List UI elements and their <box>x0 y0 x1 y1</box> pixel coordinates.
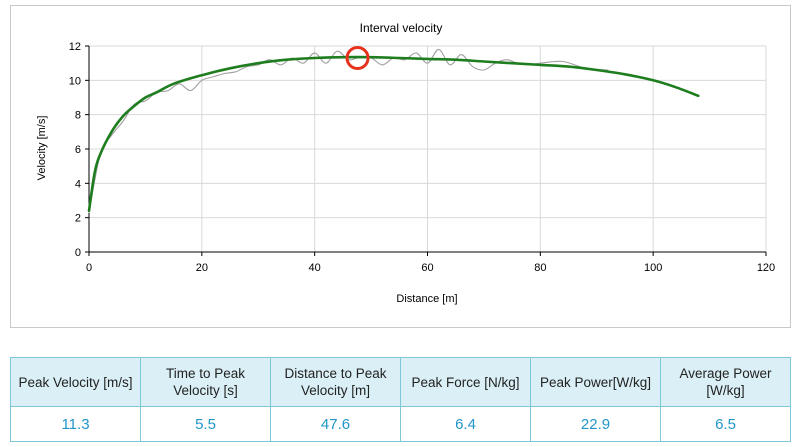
y-axis-label: Velocity [m/s] <box>36 116 48 181</box>
value-peak-power: 22.9 <box>530 406 661 442</box>
peak-velocity-marker <box>345 46 370 71</box>
metrics-value-row: 11.3 5.5 47.6 6.4 22.9 6.5 <box>10 406 791 442</box>
x-tick-label: 60 <box>421 262 433 274</box>
x-tick-label: 20 <box>196 262 208 274</box>
y-tick-label: 12 <box>69 41 81 53</box>
x-tick-label: 40 <box>309 262 321 274</box>
x-axis-label: Distance [m] <box>396 293 457 305</box>
value-peak-force: 6.4 <box>400 406 531 442</box>
axis-ticks: 0 20 40 60 80 100 120 0 2 4 6 8 10 12 <box>69 41 775 274</box>
header-average-power: Average Power [W/kg] <box>660 357 791 407</box>
x-tick-label: 0 <box>86 262 92 274</box>
y-tick-label: 4 <box>75 178 81 190</box>
series-group <box>87 48 700 214</box>
raw-velocity-line <box>88 48 609 214</box>
header-peak-force: Peak Force [N/kg] <box>400 357 531 407</box>
velocity-chart: Interval velocity Velocity [m/s] Distanc… <box>36 21 775 305</box>
y-tick-label: 6 <box>75 144 81 156</box>
x-tick-label: 100 <box>644 262 662 274</box>
metrics-table: Peak Velocity [m/s] Time to Peak Velocit… <box>10 357 791 442</box>
header-time-to-peak-velocity: Time to Peak Velocity [s] <box>140 357 271 407</box>
y-tick-label: 8 <box>75 110 81 122</box>
value-time-to-peak-velocity: 5.5 <box>140 406 271 442</box>
header-distance-to-peak-velocity: Distance to Peak Velocity [m] <box>270 357 401 407</box>
fit-velocity-line <box>87 55 700 213</box>
value-average-power: 6.5 <box>660 406 791 442</box>
x-tick-label: 80 <box>534 262 546 274</box>
chart-title: Interval velocity <box>360 21 443 35</box>
y-tick-label: 10 <box>69 75 81 87</box>
header-peak-power: Peak Power[W/kg] <box>530 357 661 407</box>
value-distance-to-peak-velocity: 47.6 <box>270 406 401 442</box>
header-peak-velocity: Peak Velocity [m/s] <box>10 357 141 407</box>
value-peak-velocity: 11.3 <box>10 406 141 442</box>
y-tick-label: 0 <box>75 247 81 259</box>
x-tick-label: 120 <box>757 262 775 274</box>
metrics-header-row: Peak Velocity [m/s] Time to Peak Velocit… <box>10 357 791 407</box>
annotations <box>345 46 370 71</box>
grid <box>89 45 767 252</box>
y-tick-label: 2 <box>75 213 81 225</box>
chart-panel: Interval velocity Velocity [m/s] Distanc… <box>10 5 791 328</box>
